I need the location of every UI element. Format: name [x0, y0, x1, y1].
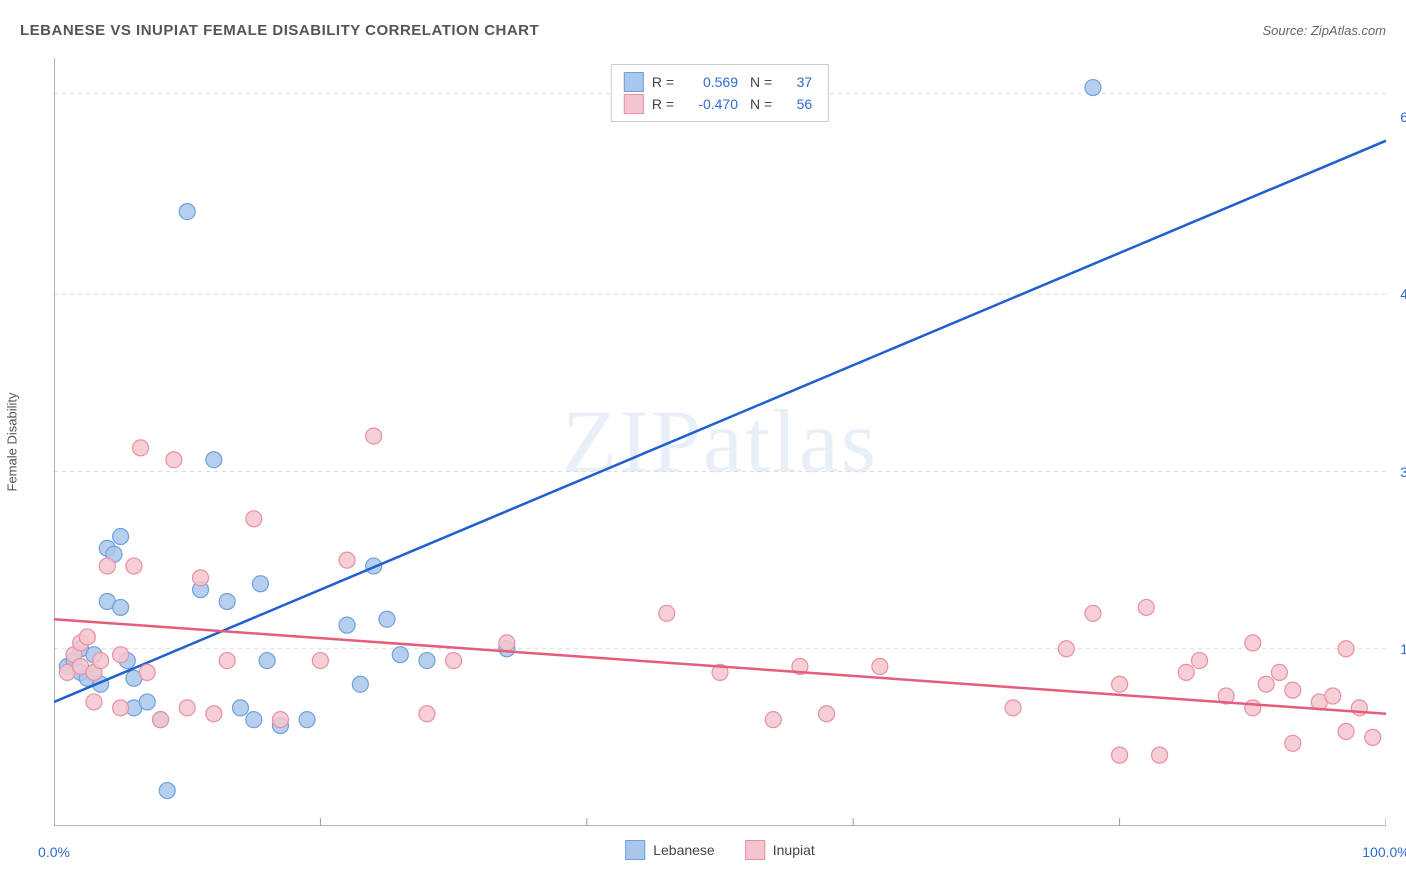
- legend-r-value-lebanese: 0.569: [686, 71, 738, 93]
- scatter-chart: [54, 58, 1386, 826]
- correlation-legend: R = 0.569 N = 37 R = -0.470 N = 56: [611, 64, 829, 122]
- series-legend-label: Lebanese: [653, 842, 715, 858]
- legend-swatch-inupiat: [624, 94, 644, 114]
- y-axis-label: Female Disability: [5, 393, 20, 492]
- chart-title: LEBANESE VS INUPIAT FEMALE DISABILITY CO…: [20, 22, 539, 39]
- series-legend: Lebanese Inupiat: [625, 840, 815, 860]
- legend-n-prefix: N =: [750, 71, 772, 93]
- x-tick-label: 100.0%: [1362, 844, 1406, 860]
- legend-n-value-inupiat: 56: [784, 93, 812, 115]
- legend-swatch-inupiat-icon: [745, 840, 765, 860]
- legend-r-prefix: R =: [652, 71, 674, 93]
- legend-r-prefix: R =: [652, 93, 674, 115]
- legend-swatch-lebanese: [624, 72, 644, 92]
- legend-r-value-inupiat: -0.470: [686, 93, 738, 115]
- title-bar: LEBANESE VS INUPIAT FEMALE DISABILITY CO…: [20, 22, 1386, 39]
- legend-n-value-lebanese: 37: [784, 71, 812, 93]
- y-tick-label: 60.0%: [1400, 109, 1406, 125]
- y-tick-label: 45.0%: [1400, 286, 1406, 302]
- legend-row-inupiat: R = -0.470 N = 56: [624, 93, 816, 115]
- series-legend-label: Inupiat: [773, 842, 815, 858]
- series-legend-lebanese: Lebanese: [625, 840, 715, 860]
- legend-row-lebanese: R = 0.569 N = 37: [624, 71, 816, 93]
- source-label: Source: ZipAtlas.com: [1262, 23, 1386, 38]
- x-tick-label: 0.0%: [38, 844, 70, 860]
- y-tick-label: 15.0%: [1400, 641, 1406, 657]
- series-legend-inupiat: Inupiat: [745, 840, 815, 860]
- legend-swatch-lebanese-icon: [625, 840, 645, 860]
- chart-area: ZIPatlas R = 0.569 N = 37 R = -0.470 N =…: [54, 58, 1386, 826]
- legend-n-prefix: N =: [750, 93, 772, 115]
- y-tick-label: 30.0%: [1400, 464, 1406, 480]
